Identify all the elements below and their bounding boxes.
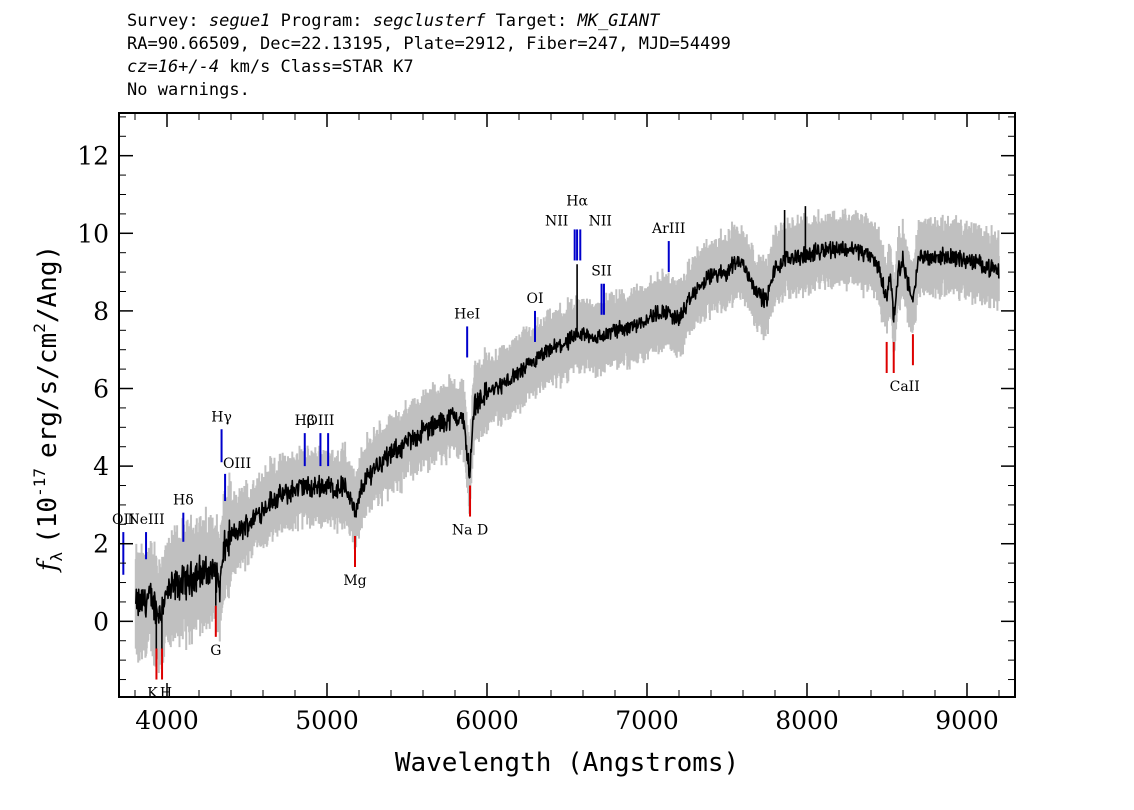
x-tick-label: 8000 [775,706,839,735]
coordinates-line: RA=90.66509, Dec=22.13195, Plate=2912, F… [127,34,731,54]
spectrum-header: Survey: segue1 Program: segclusterf Targ… [127,10,731,102]
program-value: segclusterf [372,11,486,31]
emission-line-label: SII [591,264,612,280]
absorption-line-label: H [160,686,172,702]
emission-line-label: OII [112,512,135,528]
target-value: MK_GIANT [577,11,660,31]
emission-line-label: NeIII [127,512,164,528]
emission-line-label: NII [545,213,568,229]
redshift-value: cz=16+/-4 [127,57,220,77]
emission-line-label: ArIII [651,221,685,237]
x-tick-label: 7000 [615,706,679,735]
emission-line-label: Hδ [173,493,194,509]
plot-frame [118,112,1016,698]
y-axis-unit: erg/s/cm [33,333,63,458]
emission-line-label: OIII [306,413,334,429]
survey-value: segue1 [208,11,271,31]
y-tick-label: 4 [93,452,109,481]
y-tick-label: 0 [93,607,109,636]
y-tick-label: 6 [93,375,109,404]
emission-line-label: OI [526,291,543,307]
emission-line-label: Hα [566,193,588,209]
y-axis-paren: (10 [33,497,63,544]
y-axis-lambda: λ [47,552,66,562]
x-tick-label: 5000 [295,706,359,735]
y-tick-label: 8 [93,297,109,326]
emission-line-label: NII [589,213,612,229]
absorption-line-label: Na D [452,523,488,539]
absorption-line-label: K [147,686,158,702]
error-band [134,208,1000,673]
absorption-line-label: CaII [890,379,920,395]
absorption-line-label: Mg [343,573,366,589]
x-tick-label: 4000 [135,706,199,735]
y-axis-end: /Ang) [33,245,63,323]
class-line: km/s Class=STAR K7 [219,57,414,77]
y-axis-exponent: -17 [30,468,49,497]
emission-line-label: HeI [454,306,480,322]
flux-line [135,206,1000,668]
y-tick-label: 2 [93,530,109,559]
warnings-line: No warnings. [127,80,250,100]
x-axis-ticks: 4000 5000 6000 7000 8000 9000 [134,113,1000,735]
x-tick-label: 6000 [455,706,519,735]
emission-line-label: Hγ [211,409,232,425]
flux-series [135,206,1000,668]
y-axis-squared: 2 [30,323,49,333]
emission-line-label: Hβ [295,413,315,429]
target-label: Target: [495,11,568,31]
y-axis-title: fλ(10-17erg/s/cm2/Ang) [30,245,66,573]
x-tick-label: 9000 [935,706,999,735]
y-axis-ticks: 0 2 4 6 8 10 12 [77,116,1015,681]
survey-label: Survey: [127,11,199,31]
y-tick-label: 10 [77,219,109,248]
x-axis-title: Wavelength (Angstroms) [395,748,739,778]
flux-error-band [134,208,1000,673]
emission-line-label: OIII [223,456,251,472]
program-label: Program: [280,11,363,31]
absorption-line-label: G [210,643,221,659]
y-tick-label: 12 [77,142,109,171]
